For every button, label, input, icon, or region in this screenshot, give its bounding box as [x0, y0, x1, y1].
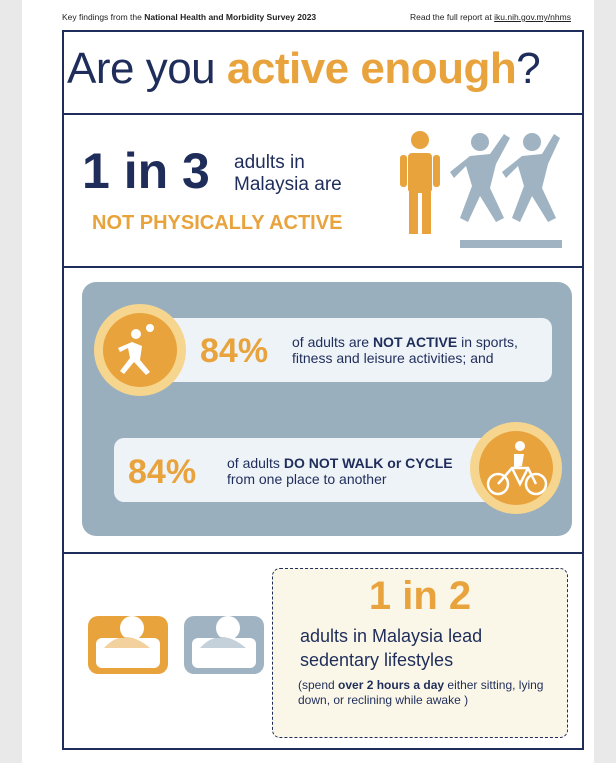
stat-value: 84% [200, 332, 269, 370]
stat-text-part: of adults [227, 455, 284, 471]
sedentary-card [272, 568, 568, 738]
highlight: NOT PHYSICALLY ACTIVE [92, 212, 343, 234]
stat-text-bold: DO NOT WALK or CYCLE [283, 455, 453, 471]
ratio: 1 in 2 [368, 574, 472, 618]
stat-text-bold: NOT ACTIVE [372, 334, 458, 350]
ratio-text: adults in Malaysia lead sedentary lifest… [300, 626, 483, 670]
header-left: Key findings from the National Health an… [62, 12, 316, 22]
people-icon [400, 131, 562, 248]
stat-value: 84% [128, 453, 197, 491]
stat-text-part: in sports, fitness and leisure activitie… [292, 334, 518, 366]
header-text: Key findings from the [62, 12, 145, 22]
report-link[interactable]: iku.nih.gov.my/nhms [494, 12, 571, 22]
ratio: 1 in 3 [82, 143, 210, 199]
title: Are you active enough? [67, 44, 541, 94]
note-bold: over 2 hours a day [338, 678, 445, 692]
note: (spend over 2 hours a day either sitting… [298, 678, 560, 708]
stat-text-part: of adults are [292, 334, 373, 350]
stat-text: of adults DO NOT WALK or CYCLE from one … [227, 455, 467, 487]
title-text: Are you [67, 44, 227, 93]
infographic: Key findings from the National Health an… [22, 0, 594, 763]
sedentary-icons [88, 616, 264, 674]
stat-card [114, 438, 494, 502]
sport-icon [94, 304, 186, 396]
header-right: Read the full report at iku.nih.gov.my/n… [410, 12, 571, 22]
stat-text-part: from one place to another [227, 471, 387, 487]
ratio-text: adults in Malaysia are [234, 152, 342, 195]
note-part: either sitting, lying down, or reclining… [298, 678, 544, 707]
divider [62, 552, 584, 554]
header-survey: National Health and Morbidity Survey 202… [144, 12, 317, 22]
divider [62, 266, 584, 268]
header-text: Read the full report at [410, 12, 495, 22]
note-part: (spend [298, 678, 339, 692]
title-text: ? [516, 44, 541, 93]
title-highlight: active enough [226, 44, 517, 93]
cycle-icon [470, 422, 562, 514]
stat-card [162, 318, 552, 382]
divider [62, 113, 584, 115]
frame [62, 30, 584, 750]
stat-text: of adults are NOT ACTIVE in sports, fitn… [292, 334, 547, 366]
